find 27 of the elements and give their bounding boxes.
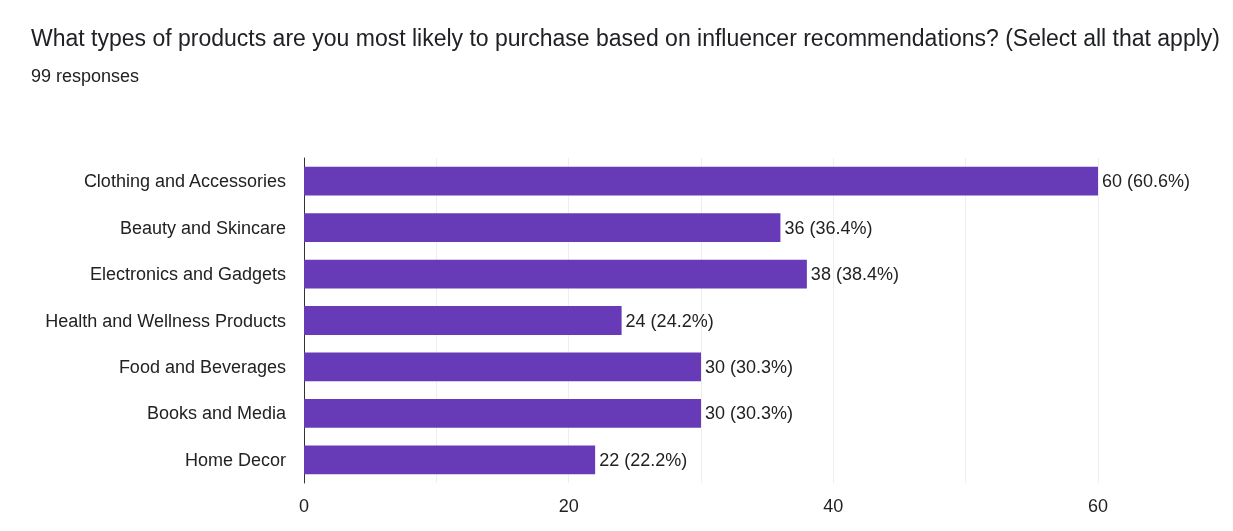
- y-tick-label: Health and Wellness Products: [45, 310, 286, 331]
- bar: [304, 213, 781, 243]
- bar: [304, 352, 701, 382]
- y-tick-label: Electronics and Gadgets: [89, 264, 286, 285]
- bar: [304, 398, 701, 428]
- y-tick-label: Food and Beverages: [118, 356, 286, 377]
- bar: [304, 259, 807, 289]
- data-label: 30 (30.3%): [705, 403, 794, 424]
- data-label: 30 (30.3%): [705, 356, 794, 377]
- x-tick-label: 40: [823, 496, 844, 516]
- bar: [304, 166, 1098, 196]
- x-tick-label: 0: [298, 496, 310, 516]
- text: 99 responses: [31, 66, 140, 86]
- data-label: 38 (38.4%): [810, 264, 899, 285]
- y-tick-label: Books and Media: [146, 403, 287, 424]
- bar: [304, 306, 622, 335]
- x-tick-label: 60: [1087, 496, 1109, 516]
- y-tick-label: Home Decor: [184, 449, 286, 470]
- data-label: 24 (24.2%): [625, 310, 714, 331]
- y-tick-label: Clothing and Accessories: [83, 171, 286, 192]
- y-tick-label: Beauty and Skincare: [119, 217, 286, 238]
- data-label: 60 (60.6%): [1102, 171, 1191, 192]
- data-label: 36 (36.4%): [784, 217, 873, 238]
- bar: [304, 445, 596, 475]
- chart-title: What types of products are you most likely to purchase based on influencer recommendations? (Select all that apply): [31, 25, 1220, 51]
- data-label: 22 (22.2%): [599, 449, 688, 470]
- x-tick-label: 20: [558, 496, 579, 516]
